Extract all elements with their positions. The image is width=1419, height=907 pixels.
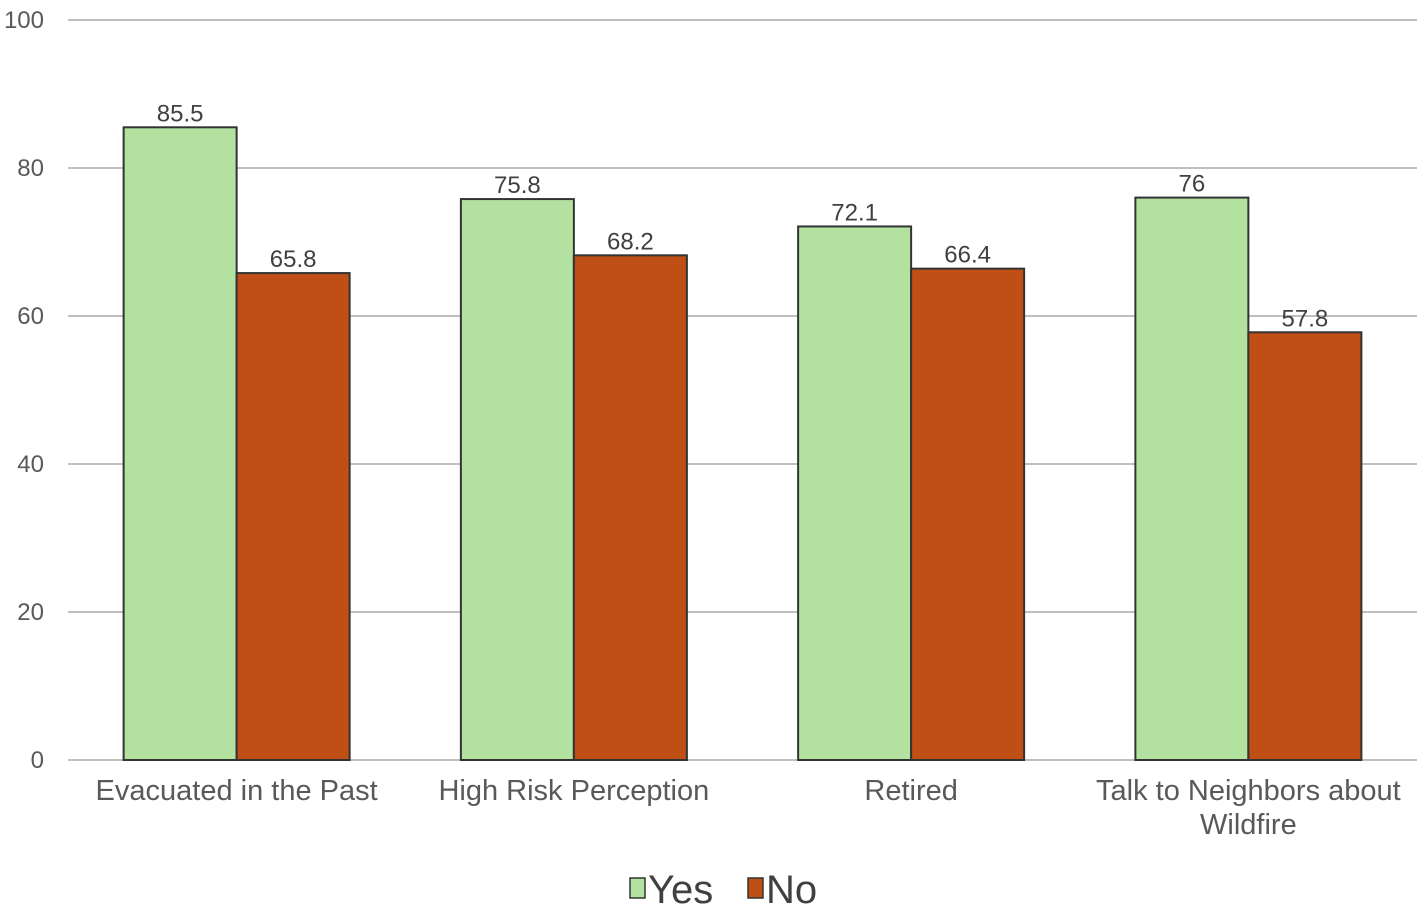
bar-yes-0 [122, 126, 238, 762]
y-tick-label: 80 [17, 155, 44, 182]
bar-no-1 [572, 254, 688, 761]
data-label: 68.2 [607, 228, 654, 255]
bar-no-2 [910, 267, 1026, 761]
bar-no-0 [235, 272, 351, 761]
category-label: Retired [864, 775, 958, 807]
y-tick-label: 0 [31, 747, 44, 774]
category-label: Wildfire [1200, 809, 1297, 841]
data-label: 85.5 [157, 100, 204, 127]
x-axis-category-labels: Evacuated in the Past High Risk Perceptio… [96, 775, 1401, 841]
data-label: 57.8 [1282, 305, 1329, 332]
y-tick-label: 20 [17, 599, 44, 626]
category-label: High Risk Perception [438, 775, 709, 807]
bar-yes-3 [1134, 196, 1250, 762]
legend-swatch-no [747, 877, 764, 899]
bar-yes-1 [459, 198, 575, 761]
legend-swatch-yes [629, 877, 646, 899]
y-tick-label: 60 [17, 303, 44, 330]
category-label: Talk to Neighbors about [1096, 775, 1401, 807]
bar-yes-2 [797, 225, 913, 761]
legend-label-no: No [766, 868, 817, 907]
category-label: Evacuated in the Past [96, 775, 378, 807]
data-label: 76 [1179, 171, 1206, 198]
y-tick-label: 40 [17, 451, 44, 478]
data-label: 75.8 [494, 172, 541, 199]
data-label: 72.1 [831, 199, 878, 226]
y-tick-label: 100 [4, 7, 44, 34]
y-axis-tick-labels: 0 20 40 60 80 100 [4, 7, 44, 774]
bars [122, 126, 1363, 762]
legend-label-yes: Yes [648, 868, 713, 907]
data-labels: 85.5 65.8 75.8 68.2 72.1 66.4 76 57.8 [157, 100, 1328, 332]
bar-no-3 [1247, 331, 1363, 761]
data-label: 66.4 [944, 242, 991, 269]
legend: Yes No [629, 868, 817, 907]
data-label: 65.8 [270, 246, 317, 273]
